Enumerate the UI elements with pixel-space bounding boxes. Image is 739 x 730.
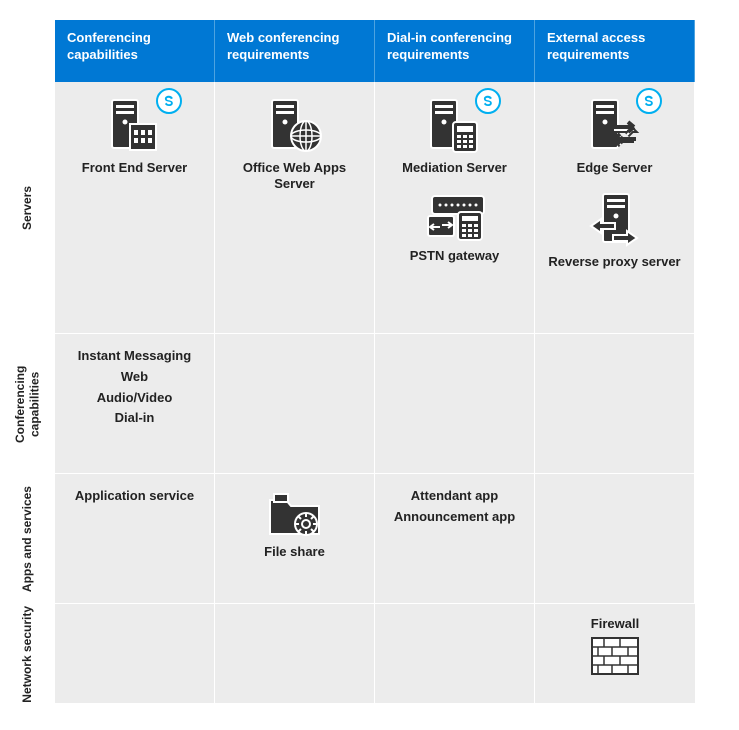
cell-confcap-web-conf bbox=[215, 334, 375, 474]
cell-servers-external: Edge Server Reverse proxy server bbox=[535, 82, 695, 334]
row-label-conf-cap: Conferencing capabilities bbox=[0, 334, 55, 474]
header-dial-in: Dial-in conferencing requirements bbox=[375, 20, 535, 82]
cell-apps-external bbox=[535, 474, 695, 604]
item-office-web-apps: Office Web Apps Server bbox=[221, 94, 368, 193]
cell-net-web-conf bbox=[215, 604, 375, 704]
item-pstn-gateway: PSTN gateway bbox=[410, 190, 500, 264]
mediation-server-label: Mediation Server bbox=[402, 160, 507, 176]
cell-servers-web-conf: Office Web Apps Server bbox=[215, 82, 375, 334]
skype-icon bbox=[156, 88, 182, 114]
diagram-grid: Conferencing capabilities Web conferenci… bbox=[0, 0, 739, 704]
cell-servers-conf-cap: Front End Server bbox=[55, 82, 215, 334]
row-label-apps: Apps and services bbox=[0, 474, 55, 604]
header-web-conf: Web conferencing requirements bbox=[215, 20, 375, 82]
item-edge-server: Edge Server bbox=[577, 94, 653, 176]
header-external: External access requirements bbox=[535, 20, 695, 82]
reverse-proxy-icon bbox=[583, 190, 645, 250]
cell-net-conf-cap bbox=[55, 604, 215, 704]
file-share-label: File share bbox=[264, 544, 325, 560]
apps-conf-cap-text: Application service bbox=[75, 486, 194, 507]
item-front-end-server: Front End Server bbox=[82, 94, 187, 176]
front-end-server-label: Front End Server bbox=[82, 160, 187, 176]
pstn-gateway-icon bbox=[420, 190, 490, 244]
cell-apps-dial-in: Attendant app Announcement app bbox=[375, 474, 535, 604]
skype-icon bbox=[636, 88, 662, 114]
cell-net-dial-in bbox=[375, 604, 535, 704]
office-web-apps-label: Office Web Apps Server bbox=[221, 160, 368, 193]
cell-apps-conf-cap: Application service bbox=[55, 474, 215, 604]
reverse-proxy-label: Reverse proxy server bbox=[548, 254, 680, 270]
row-label-net: Network security bbox=[0, 604, 55, 704]
header-spacer bbox=[0, 20, 55, 82]
apps-dial-in-text: Attendant app Announcement app bbox=[394, 486, 515, 528]
item-reverse-proxy: Reverse proxy server bbox=[548, 190, 680, 270]
item-firewall: Firewall bbox=[590, 616, 640, 676]
pstn-gateway-label: PSTN gateway bbox=[410, 248, 500, 264]
edge-server-label: Edge Server bbox=[577, 160, 653, 176]
conf-cap-list: Instant Messaging Web Audio/Video Dial-i… bbox=[78, 346, 191, 429]
skype-icon bbox=[475, 88, 501, 114]
row-label-servers: Servers bbox=[0, 82, 55, 334]
item-mediation-server: Mediation Server bbox=[402, 94, 507, 176]
office-web-apps-icon bbox=[264, 94, 326, 156]
cell-confcap-external bbox=[535, 334, 695, 474]
cell-servers-dial-in: Mediation Server bbox=[375, 82, 535, 334]
cell-net-external: Firewall bbox=[535, 604, 695, 704]
cell-apps-web-conf: File share bbox=[215, 474, 375, 604]
cell-confcap-dial-in bbox=[375, 334, 535, 474]
firewall-icon bbox=[590, 636, 640, 676]
cell-confcap-conf-cap: Instant Messaging Web Audio/Video Dial-i… bbox=[55, 334, 215, 474]
header-conf-cap: Conferencing capabilities bbox=[55, 20, 215, 82]
file-share-icon bbox=[264, 486, 326, 540]
firewall-label: Firewall bbox=[591, 616, 639, 632]
item-file-share: File share bbox=[264, 486, 326, 560]
